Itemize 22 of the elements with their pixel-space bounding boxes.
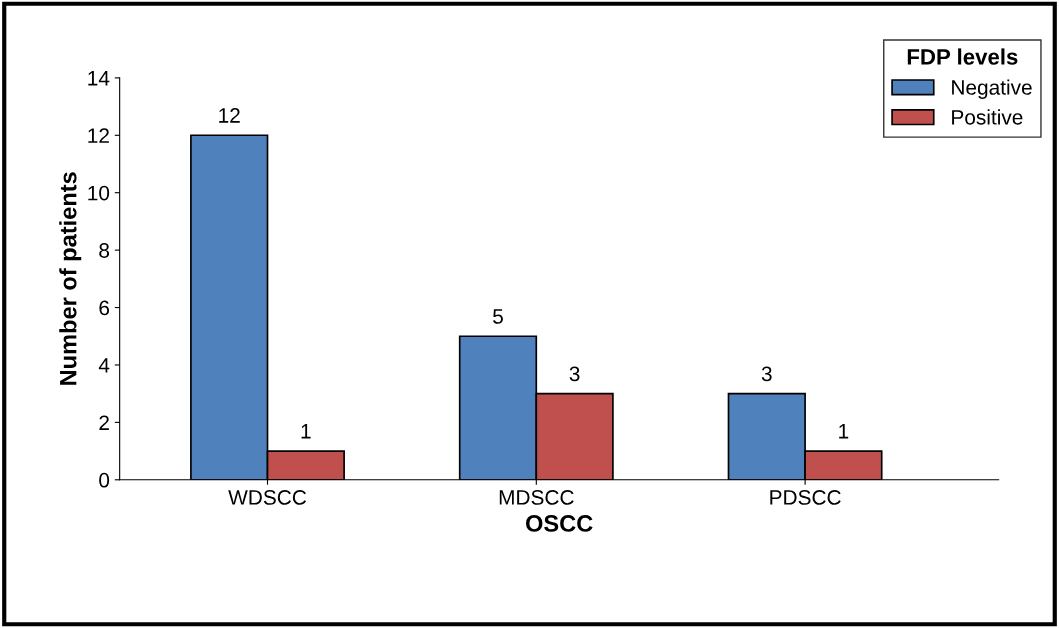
- legend-title: FDP levels: [907, 48, 1018, 65]
- legend-label: Negative: [952, 79, 1032, 99]
- data-label: 12: [219, 108, 240, 123]
- data-label: 3: [761, 366, 772, 382]
- legend-label: Positive: [952, 109, 1023, 125]
- y-tick-label: 6: [99, 300, 110, 316]
- y-tick-label: 2: [99, 415, 109, 430]
- data-label: 1: [301, 424, 311, 439]
- y-tick-label: 14: [88, 71, 110, 86]
- y-axis-title: Number of patients: [59, 172, 82, 385]
- data-label: 3: [569, 366, 580, 382]
- x-tick-label: WDSCC: [228, 490, 307, 505]
- x-axis-title: OSCC: [526, 515, 593, 532]
- x-tick-label: PDSCC: [770, 490, 841, 505]
- y-tick-label: 4: [98, 358, 110, 373]
- x-tick-label: MDSCC: [499, 490, 574, 505]
- y-tick-label: 8: [99, 243, 110, 258]
- y-tick-label: 0: [99, 472, 110, 488]
- data-label: 1: [839, 424, 849, 439]
- y-tick-label: 10: [88, 185, 110, 201]
- y-tick-label: 12: [88, 128, 109, 143]
- data-label: 5: [493, 309, 503, 324]
